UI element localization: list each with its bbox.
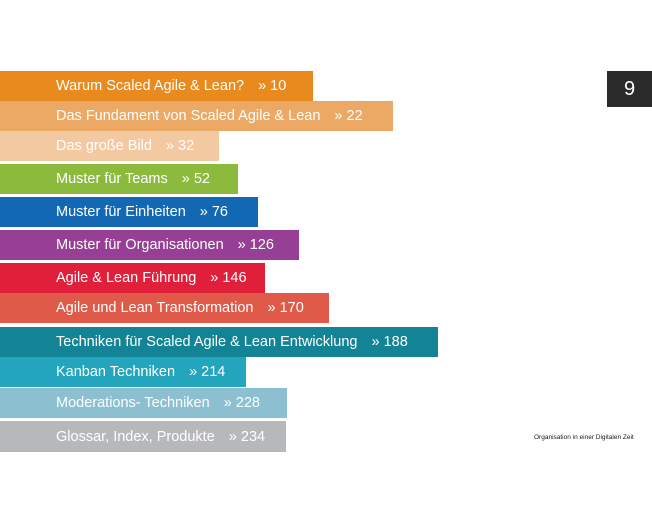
toc-item-fuehrung[interactable]: Agile & Lean Führung » 146 [0, 263, 265, 293]
toc-item-muster-einheiten[interactable]: Muster für Einheiten » 76 [0, 197, 258, 227]
toc-item-title: Das große Bild [56, 138, 152, 154]
toc-item-title: Agile & Lean Führung [56, 270, 197, 286]
toc-item-title: Muster für Teams [56, 171, 168, 187]
toc-item-page: » 126 [237, 237, 274, 253]
toc-item-title: Muster für Einheiten [56, 204, 186, 220]
toc-item-grosse-bild[interactable]: Das große Bild » 32 [0, 131, 219, 161]
toc-item-page: » 146 [210, 270, 247, 286]
toc-item-moderations-techniken[interactable]: Moderations- Techniken » 228 [0, 388, 287, 418]
toc-item-page: » 234 [228, 428, 266, 445]
toc-item-page: » 214 [189, 364, 226, 380]
toc-item-title: Agile und Lean Transformation [56, 300, 254, 316]
toc-item-page: » 188 [371, 334, 408, 350]
toc-item-warum-scaled-agile[interactable]: Warum Scaled Agile & Lean? » 10 [0, 71, 313, 101]
toc-item-transformation[interactable]: Agile und Lean Transformation » 170 [0, 293, 329, 323]
toc-item-page: » 76 [199, 204, 228, 220]
toc-item-title: Kanban Techniken [56, 364, 176, 380]
toc-item-title: Das Fundament von Scaled Agile & Lean [56, 108, 321, 124]
toc-item-techniken-entwicklung[interactable]: Techniken für Scaled Agile & Lean Entwic… [0, 327, 438, 357]
toc-item-title: Warum Scaled Agile & Lean? [56, 78, 245, 94]
toc-item-muster-organisationen[interactable]: Muster für Organisationen » 126 [0, 230, 299, 260]
toc-item-title: Muster für Organisationen [56, 237, 224, 253]
toc-item-fundament[interactable]: Das Fundament von Scaled Agile & Lean » … [0, 101, 393, 131]
toc-item-page: » 170 [267, 300, 304, 316]
toc-item-page: » 228 [223, 395, 260, 411]
toc-item-muster-teams[interactable]: Muster für Teams » 52 [0, 164, 238, 194]
toc-item-kanban-techniken[interactable]: Kanban Techniken » 214 [0, 357, 246, 387]
toc-item-page: » 52 [181, 171, 210, 187]
toc-item-page: » 10 [258, 78, 287, 94]
footer-note: Organisation in einer Digitalen Zeit [534, 434, 634, 441]
toc-item-page: » 22 [334, 108, 363, 124]
toc-item-title: Glossar, Index, Produkte [56, 428, 215, 445]
toc-item-page: » 32 [165, 138, 195, 154]
page-number: 9 [607, 71, 652, 107]
toc-item-title: Techniken für Scaled Agile & Lean Entwic… [56, 334, 358, 350]
toc-item-title: Moderations- Techniken [56, 395, 210, 411]
toc-item-glossar[interactable]: Glossar, Index, Produkte » 234 [0, 421, 286, 452]
